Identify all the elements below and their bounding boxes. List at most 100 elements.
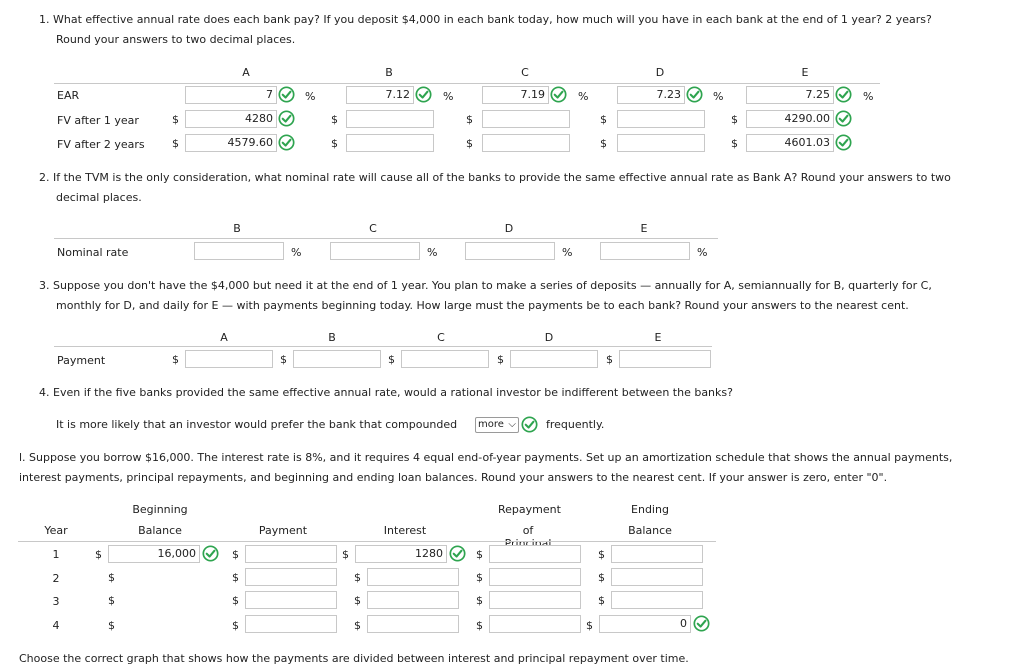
ear-b-correct-icon <box>415 86 432 103</box>
q2-line1: 2. If the TVM is the only consideration,… <box>39 171 951 184</box>
fv1-a-input[interactable]: 4280 <box>185 110 277 128</box>
nominal-d-input[interactable] <box>465 242 555 260</box>
fv2-c-input[interactable] <box>482 134 570 152</box>
nominal-c-input[interactable] <box>330 242 420 260</box>
compounding-select[interactable]: more ⌵ <box>475 417 519 433</box>
fv1-e-input[interactable]: 4290.00 <box>746 110 834 128</box>
ending-balance-1-input[interactable] <box>611 545 703 563</box>
q1-line1: 1. What effective annual rate does each … <box>39 13 932 26</box>
fv2-d-input[interactable] <box>617 134 705 152</box>
interest-1-correct-icon <box>449 545 466 562</box>
q3-header-d: D <box>544 331 554 344</box>
amort-header-rule <box>18 541 716 542</box>
percent-sign: % <box>562 246 573 259</box>
percent-sign: % <box>305 90 316 103</box>
dollar-sign: $ <box>280 353 287 366</box>
repayment-2-input[interactable] <box>489 568 581 586</box>
dollar-sign: $ <box>586 619 593 632</box>
ending-balance-4-input[interactable]: 0 <box>599 615 691 633</box>
dollar-sign: $ <box>108 619 115 632</box>
payment-4-input[interactable] <box>245 615 337 633</box>
percent-sign: % <box>863 90 874 103</box>
repayment-1-input[interactable] <box>489 545 581 563</box>
q1-header-e: E <box>801 66 809 79</box>
repayment-3-input[interactable] <box>489 591 581 609</box>
fv2-e-input[interactable]: 4601.03 <box>746 134 834 152</box>
q3-header-b: B <box>328 331 336 344</box>
ear-c-input[interactable]: 7.19 <box>482 86 549 104</box>
payment-c-input[interactable] <box>401 350 489 368</box>
fv2-b-input[interactable] <box>346 134 434 152</box>
q2-header-d: D <box>504 222 514 235</box>
graph-question: Choose the correct graph that shows how … <box>19 652 689 665</box>
nominal-e-input[interactable] <box>600 242 690 260</box>
payment-1-input[interactable] <box>245 545 337 563</box>
dollar-sign: $ <box>354 594 361 607</box>
q2-header-c: C <box>369 222 377 235</box>
fv1-d-input[interactable] <box>617 110 705 128</box>
q3-line2: monthly for D, and daily for E — with pa… <box>56 299 909 312</box>
dollar-sign: $ <box>731 137 738 150</box>
dollar-sign: $ <box>108 594 115 607</box>
amort-header-payment: Payment <box>258 524 308 537</box>
interest-1-input[interactable]: 1280 <box>355 545 447 563</box>
interest-3-input[interactable] <box>367 591 459 609</box>
q1-line2: Round your answers to two decimal places… <box>56 33 296 46</box>
ear-e-correct-icon <box>835 86 852 103</box>
payment-d-input[interactable] <box>510 350 598 368</box>
dollar-sign: $ <box>342 548 349 561</box>
amort-header-interest: Interest <box>383 524 427 537</box>
percent-sign: % <box>713 90 724 103</box>
ending-balance-2-input[interactable] <box>611 568 703 586</box>
ear-a-input[interactable]: 7 <box>185 86 277 104</box>
q1-header-a: A <box>242 66 250 79</box>
q1-row-fv1-label: FV after 1 year <box>57 114 139 127</box>
dollar-sign: $ <box>598 548 605 561</box>
ear-e-input[interactable]: 7.25 <box>746 86 834 104</box>
dollar-sign: $ <box>476 594 483 607</box>
amort-year-3: 3 <box>52 595 60 608</box>
ear-c-correct-icon <box>550 86 567 103</box>
nominal-b-input[interactable] <box>194 242 284 260</box>
payment-e-input[interactable] <box>619 350 711 368</box>
dollar-sign: $ <box>232 548 239 561</box>
q1-header-c: C <box>521 66 529 79</box>
fv2-a-input[interactable]: 4579.60 <box>185 134 277 152</box>
amort-header-repayment-1: Repayment <box>498 503 561 516</box>
payment-b-input[interactable] <box>293 350 381 368</box>
dollar-sign: $ <box>598 594 605 607</box>
ending-balance-3-input[interactable] <box>611 591 703 609</box>
q4-suffix: frequently. <box>546 418 605 431</box>
q2-row-label: Nominal rate <box>57 246 129 259</box>
dollar-sign: $ <box>476 619 483 632</box>
fv1-e-correct-icon <box>835 110 852 127</box>
q1-row-fv2-label: FV after 2 years <box>57 138 145 151</box>
amort-year-2: 2 <box>52 572 60 585</box>
fv1-b-input[interactable] <box>346 110 434 128</box>
fv1-c-input[interactable] <box>482 110 570 128</box>
dollar-sign: $ <box>232 594 239 607</box>
interest-2-input[interactable] <box>367 568 459 586</box>
dollar-sign: $ <box>598 571 605 584</box>
ear-a-correct-icon <box>278 86 295 103</box>
dollar-sign: $ <box>476 548 483 561</box>
fv1-a-correct-icon <box>278 110 295 127</box>
dollar-sign: $ <box>731 113 738 126</box>
ear-d-input[interactable]: 7.23 <box>617 86 685 104</box>
payment-2-input[interactable] <box>245 568 337 586</box>
q3-header-a: A <box>220 331 228 344</box>
dollar-sign: $ <box>466 113 473 126</box>
ear-b-input[interactable]: 7.12 <box>346 86 414 104</box>
repayment-4-input[interactable] <box>489 615 581 633</box>
dollar-sign: $ <box>466 137 473 150</box>
q1-row-ear-label: EAR <box>57 89 80 102</box>
q3-header-e: E <box>654 331 662 344</box>
dollar-sign: $ <box>606 353 613 366</box>
q3-header-rule <box>54 346 712 347</box>
compounding-correct-icon <box>521 416 538 433</box>
interest-4-input[interactable] <box>367 615 459 633</box>
payment-3-input[interactable] <box>245 591 337 609</box>
payment-a-input[interactable] <box>185 350 273 368</box>
beginning-balance-1-input[interactable]: 16,000 <box>108 545 200 563</box>
dollar-sign: $ <box>232 571 239 584</box>
